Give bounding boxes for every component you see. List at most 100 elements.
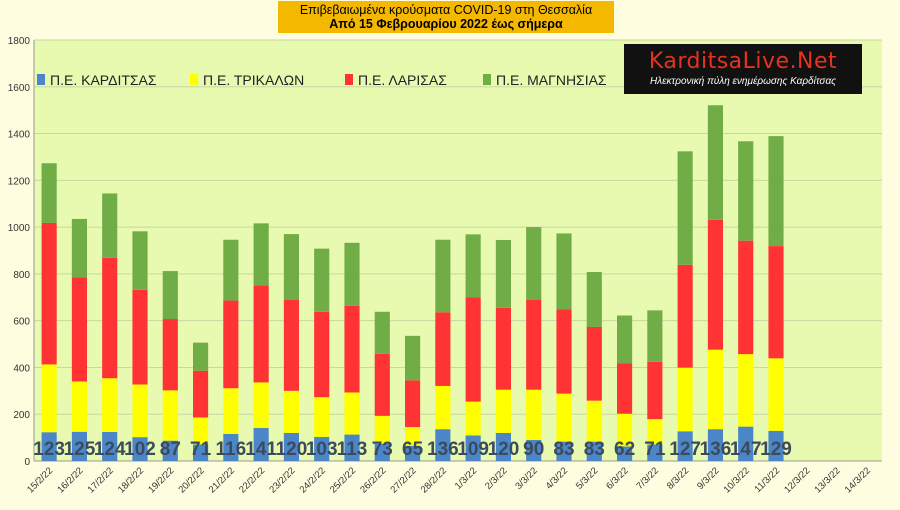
data-label: 136 (700, 439, 732, 460)
bar-segment (495, 432, 511, 461)
chart-subtitle: Από 15 Φεβρουαρίου 2022 έως σήμερα (329, 17, 563, 31)
bar-segment (707, 105, 723, 220)
data-label: 113 (337, 439, 368, 460)
legend-label: Π.Ε. ΚΑΡΔΙΤΣΑΣ (50, 72, 157, 88)
data-label: 136 (427, 439, 459, 460)
bar-segment (314, 311, 330, 398)
bar-segment (374, 311, 390, 354)
bar-segment (647, 310, 663, 362)
data-label: 65 (402, 439, 424, 460)
bar-segment (556, 233, 572, 310)
bar-segment (768, 430, 784, 461)
legend-swatch (37, 74, 45, 85)
bar-segment (162, 390, 178, 441)
bar-segment (344, 434, 360, 461)
logo: KarditsaLive.Net Ηλεκτρονική πύλη ενημέρ… (624, 44, 862, 94)
bar-segment (556, 309, 572, 394)
x-tick-label: 25/2/22 (328, 465, 358, 495)
bar-segment (314, 248, 330, 312)
data-label: 147 (730, 439, 762, 460)
bar-segment (556, 393, 572, 442)
bar-segment (405, 445, 421, 461)
bar-segment (647, 444, 663, 461)
bar-segment (283, 234, 299, 300)
y-tick-label: 200 (13, 410, 30, 421)
bar-segment (768, 246, 784, 359)
y-tick-label: 0 (24, 457, 30, 468)
bar-segment (435, 312, 451, 386)
bar-segment (253, 285, 269, 383)
logo-tagline: Ηλεκτρονική πύλη ενημέρωσης Καρδίτσας (649, 76, 837, 87)
bar-segment (465, 435, 481, 461)
bar-segment (556, 441, 572, 461)
x-tick-label: 24/2/22 (298, 465, 328, 495)
legend-label: Π.Ε. ΛΑΡΙΣΑΣ (358, 72, 447, 88)
bar-segment (435, 429, 451, 461)
bar-segment (253, 382, 269, 429)
x-tick-label: 7/3/22 (635, 465, 661, 491)
bar-segment (586, 400, 602, 442)
data-label: 73 (372, 439, 393, 460)
legend-swatch (345, 74, 353, 85)
data-label: 103 (306, 439, 338, 460)
x-tick-label: 23/2/22 (267, 465, 297, 495)
x-tick-label: 4/3/22 (544, 465, 570, 491)
bar-segment (132, 437, 148, 461)
bar-segment (647, 419, 663, 445)
bar-segment (405, 427, 421, 446)
x-tick-label: 21/2/22 (207, 465, 237, 495)
bar-segment (435, 385, 451, 430)
legend-label: Π.Ε. ΜΑΓΝΗΣΙΑΣ (496, 72, 607, 88)
bar-segment (617, 315, 633, 364)
bar-segment (283, 390, 299, 433)
bar-segment (495, 307, 511, 390)
data-label: 83 (553, 439, 574, 460)
bar-segment (223, 433, 239, 461)
bar-segment (495, 389, 511, 433)
bar-segment (677, 367, 693, 432)
bar-segment (253, 223, 269, 286)
bar-segment (707, 349, 723, 430)
data-label: 120 (488, 439, 520, 460)
bar-segment (465, 234, 481, 298)
bar-segment (707, 219, 723, 350)
bar-segment (102, 193, 118, 258)
bar-segment (132, 231, 148, 290)
bar-segment (495, 239, 511, 308)
bar-segment (526, 389, 542, 440)
bar-segment (71, 218, 87, 278)
x-tick-label: 28/2/22 (419, 465, 449, 495)
bar-segment (314, 397, 330, 437)
y-tick-label: 800 (13, 270, 30, 281)
bar-segment (738, 141, 754, 241)
x-tick-label: 2/3/22 (483, 465, 509, 491)
bar-segment (435, 239, 451, 313)
bar-segment (707, 429, 723, 461)
bar-segment (677, 264, 693, 368)
x-tick-label: 19/2/22 (146, 465, 176, 495)
y-tick-label: 1600 (8, 83, 31, 94)
bar-segment (405, 335, 421, 381)
bar-segment (586, 326, 602, 401)
bar-segment (162, 319, 178, 391)
x-tick-label: 6/3/22 (604, 465, 630, 491)
data-label: 125 (64, 439, 96, 460)
bar-segment (647, 361, 663, 420)
data-label: 129 (760, 439, 792, 460)
bar-segment (768, 136, 784, 247)
x-tick-label: 26/2/22 (358, 465, 388, 495)
bar-segment (768, 358, 784, 431)
y-tick-label: 1000 (8, 223, 31, 234)
x-tick-label: 1/3/22 (453, 465, 479, 491)
bar-segment (617, 413, 633, 447)
x-tick-label: 13/3/22 (812, 465, 842, 495)
legend-swatch (483, 74, 491, 85)
bar-segment (41, 163, 57, 223)
bar-segment (102, 257, 118, 379)
data-label: 120 (276, 439, 308, 460)
x-tick-label: 11/3/22 (752, 465, 782, 495)
x-tick-label: 14/3/22 (843, 465, 873, 495)
x-tick-label: 3/3/22 (513, 465, 539, 491)
data-label: 102 (124, 439, 156, 460)
